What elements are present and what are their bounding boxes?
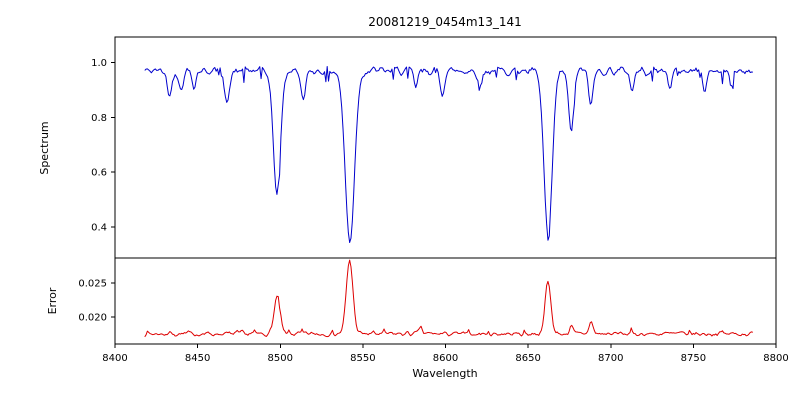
x-tick-label: 8750 bbox=[681, 353, 706, 364]
x-tick-label: 8550 bbox=[350, 353, 375, 364]
axis-ticks: 0.4 0.6 0.8 1.0 0.020 0.025 8400 8450 8500 8550 86… bbox=[78, 58, 788, 364]
x-tick-label: 8700 bbox=[598, 353, 623, 364]
x-tick-label: 8600 bbox=[433, 353, 458, 364]
x-axis-label: Wavelength bbox=[412, 367, 477, 380]
x-tick-label: 8500 bbox=[268, 353, 293, 364]
x-tick-label: 8650 bbox=[515, 353, 540, 364]
error-y-tick-label: 0.020 bbox=[78, 312, 107, 323]
spectrum-line bbox=[144, 66, 753, 243]
x-tick-label: 8800 bbox=[763, 353, 788, 364]
spectrum-y-tick-label: 0.8 bbox=[91, 113, 107, 124]
x-tick-label: 8450 bbox=[185, 353, 210, 364]
error-line bbox=[144, 259, 754, 338]
error-y-axis-label: Error bbox=[46, 287, 59, 314]
spectrum-y-tick-label: 1.0 bbox=[91, 58, 107, 69]
chart-title: 20081219_0454m13_141 bbox=[368, 15, 521, 29]
error-y-tick-label: 0.025 bbox=[78, 279, 107, 290]
spectrum-y-tick-label: 0.4 bbox=[91, 223, 107, 234]
x-tick-label: 8400 bbox=[102, 353, 127, 364]
spectrum-y-axis-label: Spectrum bbox=[38, 121, 51, 174]
spectrum-y-tick-label: 0.6 bbox=[91, 168, 107, 179]
